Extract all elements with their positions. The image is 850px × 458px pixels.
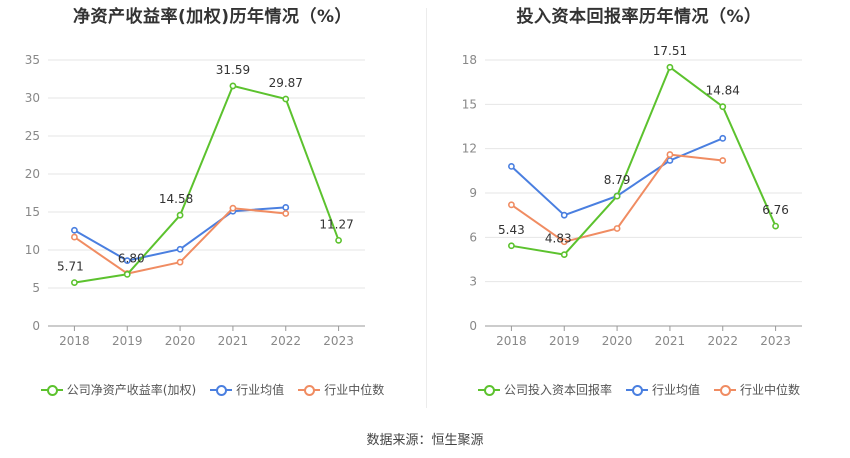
data-label: 17.51 (653, 44, 687, 58)
data-point (560, 211, 568, 219)
chart-title: 净资产收益率(加权)历年情况（%） (72, 7, 353, 27)
legend-item[interactable]: 公司投入资本回报率 (477, 381, 612, 398)
data-label: 6.76 (762, 203, 789, 217)
series-line (74, 84, 340, 284)
data-point (666, 63, 674, 71)
data-label: 5.43 (498, 223, 525, 237)
data-point (613, 225, 621, 232)
x-tick-label: 2018 (59, 334, 90, 348)
data-point (229, 204, 237, 212)
y-tick-label: 6 (469, 230, 477, 244)
data-point (719, 157, 727, 164)
y-tick-label: 10 (25, 243, 40, 257)
data-point (508, 162, 515, 170)
legend-label: 公司投入资本回报率 (503, 383, 612, 397)
data-point (123, 257, 131, 265)
legend-label: 行业均值 (236, 383, 285, 397)
chart-title: 投入资本回报率历年情况（%） (516, 7, 762, 27)
x-tick-label: 2022 (270, 334, 301, 348)
legend-item[interactable]: 行业均值 (625, 381, 700, 398)
y-tick-label: 3 (469, 275, 477, 289)
x-tick-label: 2021 (218, 334, 249, 348)
y-tick-label: 30 (25, 91, 40, 105)
roic-chart-panel: 投入资本回报率历年情况（%） 0 3 6 9 12 15 18 2018 2019 2020 202… (428, 0, 850, 410)
y-tick-label: 12 (462, 142, 477, 156)
legend-item[interactable]: 行业均值 (210, 381, 284, 398)
data-label: 6.80 (118, 251, 145, 265)
roe-chart-panel: 净资产收益率(加权)历年情况（%） 0 5 10 15 20 25 30 35 2018 2019… (0, 0, 425, 410)
series-line (511, 66, 777, 256)
legend-item[interactable]: 公司净资产收益率(加权) (40, 381, 197, 398)
x-tick-label: 2019 (112, 334, 143, 348)
data-point (560, 238, 568, 246)
x-tick-label: 2023 (760, 334, 791, 348)
legend-swatch-icon (210, 384, 233, 396)
roe-line-chart: 0 5 10 15 20 25 30 35 2018 2019 2020 2021 2022 2023 5.… (25, 53, 365, 348)
data-label: 31.59 (216, 63, 250, 77)
data-point (176, 258, 184, 266)
legend-swatch-icon (40, 384, 63, 396)
data-point (176, 245, 184, 253)
legend-swatch-icon (298, 384, 321, 396)
data-point (282, 210, 290, 217)
data-point (772, 222, 779, 230)
data-point (282, 95, 290, 103)
data-point (282, 204, 290, 211)
roic-line-chart: 0 3 6 9 12 15 18 2018 2019 2020 2021 2022 2023 5.43 4.… (462, 44, 802, 348)
data-point (508, 201, 515, 209)
data-label: 8.79 (604, 173, 631, 187)
data-point (71, 279, 78, 287)
data-point (508, 242, 515, 250)
data-point (560, 251, 568, 259)
x-tick-label: 2018 (496, 334, 527, 348)
chart-legend: 公司投入资本回报率 行业均值 行业中位数 (428, 381, 850, 398)
data-point (613, 192, 621, 200)
data-label: 4.83 (545, 232, 572, 246)
data-point (719, 134, 727, 142)
data-label: 29.87 (269, 76, 303, 90)
y-tick-label: 35 (25, 53, 40, 67)
data-label: 11.27 (319, 217, 353, 231)
data-point (71, 233, 78, 241)
y-tick-label: 0 (32, 319, 40, 333)
y-tick-label: 18 (462, 53, 477, 67)
x-tick-label: 2020 (165, 334, 196, 348)
legend-label: 行业中位数 (740, 383, 801, 397)
legend-swatch-icon (714, 384, 736, 396)
data-point (719, 103, 727, 111)
data-source-note: 数据来源：恒生聚源 (366, 433, 484, 448)
legend-label: 行业中位数 (324, 383, 385, 397)
data-point (71, 226, 78, 234)
legend-swatch-icon (625, 384, 648, 396)
legend-label: 行业均值 (651, 383, 700, 397)
chart-legend: 公司净资产收益率(加权) 行业均值 行业中位数 (0, 381, 425, 398)
data-point (335, 236, 342, 244)
x-tick-label: 2023 (323, 334, 354, 348)
x-tick-label: 2019 (549, 334, 580, 348)
y-tick-label: 25 (25, 129, 40, 143)
panel-divider (426, 8, 427, 408)
data-point (229, 82, 237, 90)
data-point (123, 270, 131, 278)
x-tick-label: 2022 (707, 334, 738, 348)
data-label: 14.84 (706, 84, 740, 98)
x-tick-label: 2020 (602, 334, 633, 348)
legend-swatch-icon (477, 384, 500, 396)
data-label: 14.58 (159, 192, 193, 206)
y-tick-label: 5 (32, 281, 40, 295)
x-tick-label: 2021 (655, 334, 686, 348)
legend-label: 公司净资产收益率(加权) (66, 383, 197, 397)
data-point (176, 211, 184, 219)
y-tick-label: 20 (25, 167, 40, 181)
data-point (666, 151, 674, 158)
legend-item[interactable]: 行业中位数 (714, 381, 800, 398)
legend-item[interactable]: 行业中位数 (298, 381, 384, 398)
y-tick-label: 15 (462, 97, 477, 111)
y-tick-label: 15 (25, 205, 40, 219)
y-tick-label: 0 (469, 319, 477, 333)
y-tick-label: 9 (469, 186, 477, 200)
data-label: 5.71 (57, 260, 84, 274)
